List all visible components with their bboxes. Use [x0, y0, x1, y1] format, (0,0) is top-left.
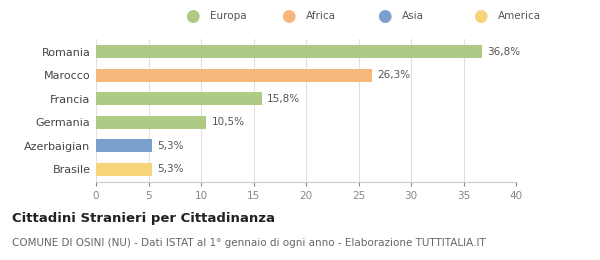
Text: ●: ●: [473, 6, 487, 25]
Text: Cittadini Stranieri per Cittadinanza: Cittadini Stranieri per Cittadinanza: [12, 212, 275, 225]
Text: 26,3%: 26,3%: [377, 70, 410, 80]
Text: 10,5%: 10,5%: [212, 117, 245, 127]
Text: Europa: Europa: [210, 11, 247, 21]
Text: 15,8%: 15,8%: [267, 94, 300, 104]
Text: Asia: Asia: [402, 11, 424, 21]
Text: ●: ●: [185, 6, 199, 25]
Text: COMUNE DI OSINI (NU) - Dati ISTAT al 1° gennaio di ogni anno - Elaborazione TUTT: COMUNE DI OSINI (NU) - Dati ISTAT al 1° …: [12, 238, 486, 248]
Bar: [96, 139, 152, 152]
Bar: [96, 92, 262, 105]
Text: 36,8%: 36,8%: [488, 47, 521, 57]
Bar: [96, 116, 206, 129]
Text: ●: ●: [281, 6, 295, 25]
Bar: [96, 46, 482, 58]
Bar: [96, 69, 372, 82]
Text: America: America: [498, 11, 541, 21]
Text: 5,3%: 5,3%: [157, 141, 184, 151]
Text: ●: ●: [377, 6, 391, 25]
Bar: [96, 162, 152, 176]
Text: 5,3%: 5,3%: [157, 164, 184, 174]
Text: Africa: Africa: [306, 11, 336, 21]
